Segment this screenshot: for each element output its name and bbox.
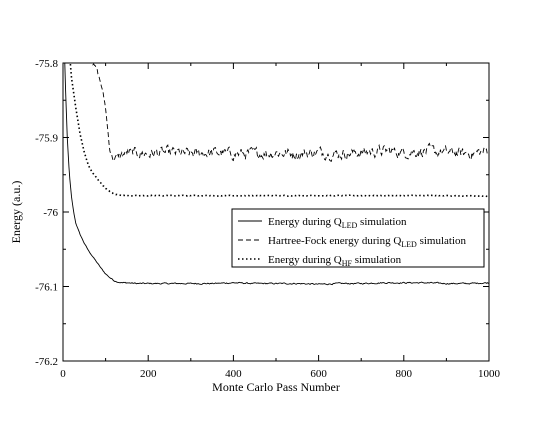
y-tick-label: -76 xyxy=(43,207,58,219)
series-line-1 xyxy=(64,63,489,286)
x-tick-label: 0 xyxy=(60,368,66,380)
y-tick-label: -75.8 xyxy=(35,58,58,70)
series-line-3 xyxy=(69,63,489,198)
legend: Energy during QLED simulation Hartree-Foc… xyxy=(231,208,485,268)
y-tick-label: -76.1 xyxy=(35,282,58,294)
legend-label-2: Hartree-Fock energy during QLED simulati… xyxy=(268,235,467,249)
y-tick-label: -75.9 xyxy=(35,133,58,145)
x-tick-label: 200 xyxy=(140,368,157,380)
y-tick-label: -76.2 xyxy=(35,356,58,368)
x-tick-label: 1000 xyxy=(478,368,501,380)
x-axis-label: Monte Carlo Pass Number xyxy=(212,380,340,394)
x-tick-label: 400 xyxy=(225,368,242,380)
series-layer xyxy=(64,63,489,286)
legend-label-3: Energy during QHF simulation xyxy=(268,254,402,268)
legend-box xyxy=(231,208,485,268)
x-tick-label: 800 xyxy=(396,368,413,380)
ticks-layer: 0 200 400 600 800 1000 -75.8 -75.9 -76 -76.1 -76.2 xyxy=(35,58,500,380)
legend-label-1: Energy during QLED simulation xyxy=(268,216,407,230)
y-axis-label: Energy (a.u.) xyxy=(9,181,23,244)
x-tick-label: 600 xyxy=(310,368,327,380)
series-line-2 xyxy=(91,63,489,162)
